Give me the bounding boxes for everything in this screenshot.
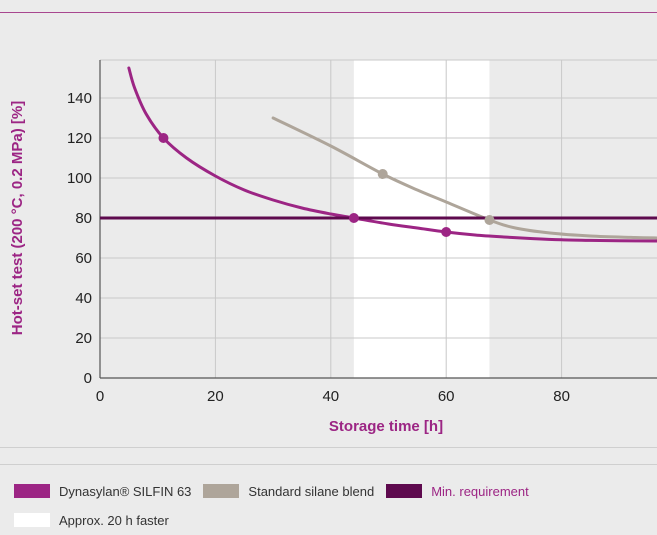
legend-band: Approx. 20 h faster [14, 512, 181, 528]
bottom-rule [0, 447, 657, 448]
legend-swatch-standard [203, 484, 240, 498]
legend-label-silfin: Dynasylan® SILFIN 63 [59, 483, 192, 499]
legend-rule [0, 464, 657, 465]
chart: 0 20 40 60 80 100 120 140 0 20 40 60 80 Hot-set test… [9, 59, 657, 435]
legend-item-silfin: Dynasylan® SILFIN 63 [14, 484, 191, 499]
y-tick-label: 40 [75, 290, 92, 307]
y-tick-label: 100 [67, 170, 92, 187]
legend-label-band: Approx. 20 h faster [59, 512, 169, 528]
data-point-standard [377, 169, 388, 179]
legend-label-min-requirement: Min. requirement [431, 483, 529, 499]
x-tick-label: 20 [207, 388, 224, 405]
legend-swatch-band [14, 513, 50, 527]
y-tick-label: 120 [67, 130, 92, 147]
x-tick-label: 0 [96, 388, 104, 405]
data-point-silfin [441, 227, 452, 237]
legend-item-band: Approx. 20 h faster [14, 513, 169, 528]
x-tick-label: 80 [553, 388, 570, 405]
legend: Dynasylan® SILFIN 63 Standard silane ble… [14, 483, 541, 499]
data-point-silfin [158, 133, 169, 143]
y-tick-label: 60 [75, 250, 92, 267]
data-point-silfin [348, 213, 359, 223]
y-tick-label: 20 [75, 330, 92, 347]
y-tick-label: 0 [84, 370, 92, 387]
legend-item-min-requirement: Min. requirement [386, 484, 529, 499]
x-tick-label: 60 [438, 388, 455, 405]
x-tick-label: 40 [322, 388, 339, 405]
legend-swatch-min-requirement [386, 484, 423, 498]
data-point-standard [484, 215, 495, 225]
legend-swatch-silfin [14, 484, 50, 498]
legend-item-standard: Standard silane blend [203, 484, 374, 499]
y-tick-label: 140 [67, 90, 92, 107]
top-rule [0, 12, 657, 13]
legend-label-standard: Standard silane blend [248, 483, 375, 499]
y-tick-label: 80 [75, 210, 92, 227]
y-axis-title: Hot-set test (200 °C, 0.2 MPa) [%] [9, 101, 26, 335]
x-axis-title: Storage time [h] [329, 418, 443, 435]
